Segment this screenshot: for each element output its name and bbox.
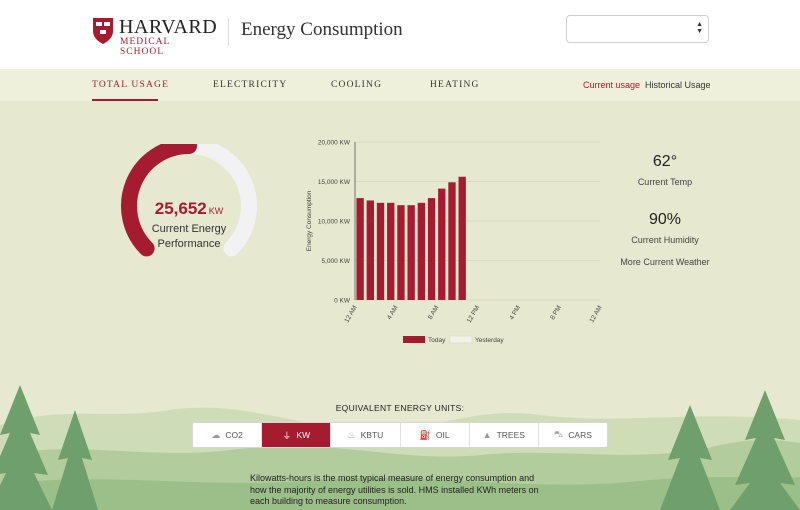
tab-heating[interactable]: HEATING xyxy=(430,80,480,90)
gauge-unit: KW xyxy=(208,206,224,216)
flame-icon: ♨ xyxy=(347,429,356,440)
bar-today[interactable] xyxy=(397,205,405,300)
bar-today[interactable] xyxy=(376,202,385,300)
bar-today[interactable] xyxy=(407,205,415,300)
unit-cars-button[interactable]: ⛍ CARS xyxy=(539,423,607,447)
unit-co2-button[interactable]: ☁ CO2 xyxy=(193,423,263,447)
header: HARVARD MEDICAL SCHOOL Energy Consumptio… xyxy=(0,0,800,69)
y-tick-label: 5,000 KW xyxy=(321,258,350,265)
building-select[interactable]: ▲ ▼ xyxy=(566,15,709,43)
unit-oil-button[interactable]: ⛽ OIL xyxy=(401,423,470,447)
more-weather-link[interactable]: More Current Weather xyxy=(620,257,710,267)
logo-subtitle: MEDICAL SCHOOL xyxy=(120,37,170,57)
y-tick-label: 0 KW xyxy=(334,298,351,305)
x-tick-label: 8 AM xyxy=(427,305,440,321)
x-tick-label: 12 PM xyxy=(466,305,481,325)
select-arrows-icon: ▲ ▼ xyxy=(696,21,703,35)
unit-oil-label: OIL xyxy=(435,430,450,440)
y-tick-label: 20,000 KW xyxy=(318,140,351,147)
tree-icon: ▲ xyxy=(482,430,492,440)
energy-gauge xyxy=(121,144,257,257)
tab-electricity[interactable]: ELECTRICITY xyxy=(213,80,288,90)
x-tick-label: 4 AM xyxy=(386,305,399,321)
temp-label: Current Temp xyxy=(637,177,693,187)
unit-kw-button[interactable]: ⏚ KW xyxy=(262,423,332,447)
gauge-fill xyxy=(121,144,197,257)
bar-today[interactable] xyxy=(356,198,364,300)
oil-can-icon: ⛽ xyxy=(419,429,431,440)
unit-trees-button[interactable]: ▲ TREES xyxy=(470,423,539,447)
temp-block: 62° Current Temp xyxy=(610,153,720,187)
page-title: Energy Consumption xyxy=(241,19,403,40)
x-tick-label: 4 PM xyxy=(508,305,522,322)
x-tick-label: 8 PM xyxy=(549,305,563,322)
view-historical-usage[interactable]: Historical Usage xyxy=(645,80,711,90)
y-tick-label: 10,000 KW xyxy=(318,219,351,226)
bar-today[interactable] xyxy=(448,182,456,300)
logo-wordmark: HARVARD xyxy=(119,16,218,38)
bar-today[interactable] xyxy=(366,200,374,300)
plug-icon: ⏚ xyxy=(282,430,292,441)
unit-kbtu-button[interactable]: ♨ KBTU xyxy=(331,423,401,447)
main-nav: TOTAL USAGE ELECTRICITY COOLING HEATING … xyxy=(0,69,800,101)
gauge-value: 25,652 KW xyxy=(114,199,264,219)
humidity-label: Current Humidity xyxy=(631,235,699,245)
gauge-label: Current Energy Performance xyxy=(114,222,264,252)
y-axis-title: Energy Consumption xyxy=(306,190,313,251)
humidity-block: 90% Current Humidity xyxy=(610,211,720,245)
gauge-label-line1: Current Energy xyxy=(151,223,227,235)
legend-label-yesterday: Yesterday xyxy=(475,337,504,344)
tab-cooling[interactable]: COOLING xyxy=(331,80,383,90)
bar-today[interactable] xyxy=(387,202,395,300)
bar-today[interactable] xyxy=(438,188,446,300)
active-tab-underline xyxy=(92,99,158,101)
chart-gridlines xyxy=(355,141,600,301)
unit-kbtu-label: KBTU xyxy=(360,430,384,440)
harvard-logo[interactable]: HARVARD MEDICAL SCHOOL xyxy=(92,16,218,57)
bar-today[interactable] xyxy=(458,176,466,300)
x-tick-label: 12 AM xyxy=(343,305,358,324)
units-selector: ☁ CO2 ⏚ KW ♨ KBTU ⛽ OIL ▲ TREES ⛍ CARS xyxy=(192,422,608,448)
gauge-label-line2: Performance xyxy=(157,238,221,250)
header-divider xyxy=(228,18,229,46)
car-icon: ⛍ xyxy=(553,429,564,439)
energy-chart: 0 KW 5,000 KW 10,000 KW 15,000 KW 20,000 KW E… xyxy=(306,140,604,345)
unit-cars-label: CARS xyxy=(568,430,592,440)
gauge-number: 25,652 xyxy=(154,199,207,218)
unit-description: Kilowatts-hours is the most typical meas… xyxy=(250,473,539,506)
legend-swatch-today xyxy=(403,336,425,343)
humidity-value: 90% xyxy=(648,211,682,228)
bar-today[interactable] xyxy=(417,202,426,300)
bar-today[interactable] xyxy=(427,198,436,300)
legend-swatch-yesterday xyxy=(449,335,473,344)
unit-kw-label: KW xyxy=(296,430,311,440)
view-current-usage[interactable]: Current usage xyxy=(583,80,641,90)
temp-value: 62° xyxy=(652,153,678,170)
x-tick-label: 12 AM xyxy=(588,305,603,324)
tab-total-usage[interactable]: TOTAL USAGE xyxy=(92,80,170,90)
unit-trees-label: TREES xyxy=(496,430,525,440)
shield-icon xyxy=(93,18,113,44)
cloud-icon: ☁ xyxy=(211,429,221,440)
legend-label-today: Today xyxy=(428,337,446,344)
units-title: EQUIVALENT ENERGY UNITS: xyxy=(335,403,465,413)
unit-co2-label: CO2 xyxy=(225,430,243,440)
y-tick-label: 15,000 KW xyxy=(318,179,351,186)
